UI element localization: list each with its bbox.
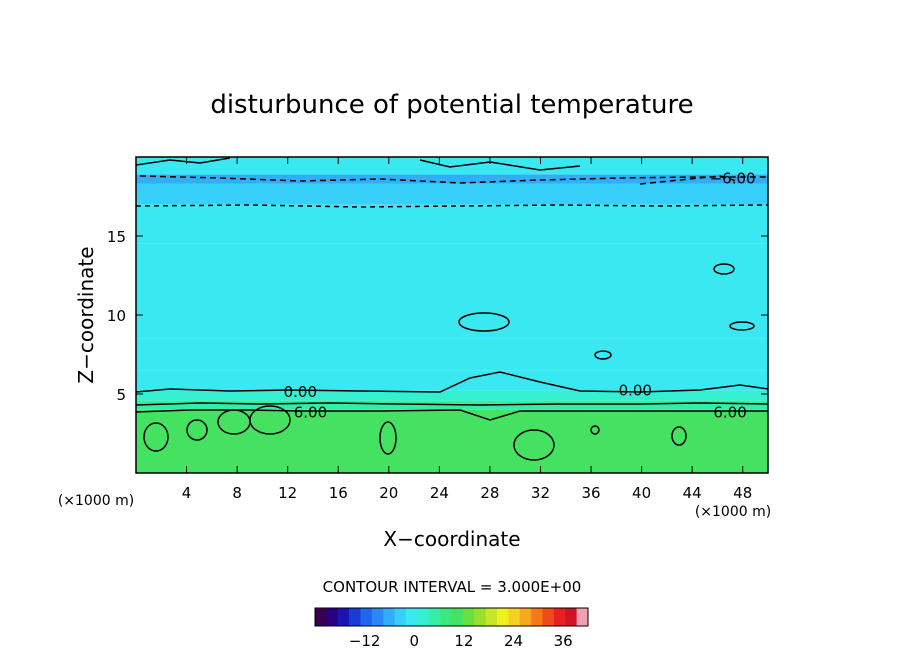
- x-tick-label-3: 16: [329, 484, 348, 502]
- x-tick-label-6: 28: [480, 484, 499, 502]
- y-tick-label-0: 5: [116, 386, 126, 404]
- contour-closed-5: [513, 429, 555, 461]
- contour-line-0: [136, 371, 768, 393]
- contour-label-3: 6.00: [713, 403, 746, 421]
- contour-label-4: −6.00: [710, 170, 756, 188]
- colorbar-tick-label-0: −12: [349, 632, 381, 650]
- contour-label-2: 6.00: [294, 403, 327, 421]
- contour-closed-7: [590, 425, 600, 435]
- x-axis-ticks: 4 8 12 16 20 24 28 32 36 40 44 48: [182, 157, 752, 502]
- contour-line-1: [136, 402, 768, 406]
- field-band-4: [136, 338, 768, 371]
- contour-closed-0: [143, 422, 169, 452]
- contour-line-7: [639, 175, 741, 185]
- colorbar-swatch-16: [497, 608, 509, 626]
- contour-label-0: 0.00: [284, 383, 317, 401]
- colorbar-tick-label-4: 36: [554, 632, 573, 650]
- colorbar-tick-label-2: 12: [454, 632, 473, 650]
- colorbar-swatch-19: [531, 608, 543, 626]
- chart-title: disturbunce of potential temperature: [210, 90, 693, 120]
- colorbar-swatch-12: [451, 608, 464, 626]
- contour-interval-label: CONTOUR INTERVAL = 3.000E+00: [323, 578, 582, 596]
- colorbar-swatch-14: [474, 608, 486, 626]
- contour-closed-8: [458, 312, 510, 332]
- contour-closed-10: [594, 350, 612, 360]
- colorbar-ticks: −12 0 12 24 36: [349, 632, 573, 650]
- x-tick-label-11: 48: [733, 484, 752, 502]
- contour-label-layer: 0.00 0.00 6.00 6.00 −6.00: [284, 170, 756, 422]
- contour-line-3: [139, 175, 768, 184]
- y-tick-label-1: 10: [107, 307, 126, 325]
- x-tick-label-7: 32: [531, 484, 550, 502]
- x-tick-label-10: 44: [683, 484, 702, 502]
- x-tick-label-9: 40: [632, 484, 651, 502]
- colorbar-swatch-9: [417, 608, 430, 626]
- field-band-0: [136, 409, 768, 473]
- x-tick-label-8: 36: [581, 484, 600, 502]
- colorbar-swatch-21: [553, 608, 566, 626]
- contour-closed-4: [379, 421, 397, 455]
- contour-closed-6: [671, 426, 687, 446]
- colorbar: [314, 607, 589, 627]
- colorbar-swatch-20: [542, 608, 555, 626]
- field-band-7: [136, 183, 768, 205]
- colorbar-swatch-22: [565, 608, 577, 626]
- y-tick-label-2: 15: [107, 228, 126, 246]
- colorbar-swatch-15: [485, 608, 498, 626]
- x-tick-label-4: 20: [379, 484, 398, 502]
- colorbar-swatch-1: [326, 608, 339, 626]
- contour-label-1: 0.00: [619, 381, 652, 399]
- colorbar-swatch-3: [349, 608, 361, 626]
- colorbar-swatch-0: [315, 608, 327, 626]
- colorbar-frame: [314, 607, 589, 627]
- colorbar-swatch-4: [360, 608, 373, 626]
- colorbar-tick-label-1: 0: [409, 632, 419, 650]
- contour-closed-3: [249, 405, 291, 435]
- colorbar-swatch-23: [576, 608, 589, 626]
- colorbar-swatch-7: [394, 608, 407, 626]
- colorbar-swatch-5: [371, 608, 384, 626]
- colorbar-swatch-6: [383, 608, 395, 626]
- colorbar-swatch-13: [462, 608, 475, 626]
- y-axis-ticks: 5 10 15: [107, 228, 768, 404]
- field-band-5: [136, 243, 768, 339]
- x-axis-label: X−coordinate: [383, 527, 520, 551]
- x-axis-unit: (×1000 m): [695, 504, 771, 520]
- contour-closed-1: [186, 419, 208, 441]
- contour-closed-9: [713, 263, 735, 275]
- contour-closed-11: [729, 321, 755, 331]
- x-tick-label-0: 4: [182, 484, 192, 502]
- x-tick-label-1: 8: [232, 484, 242, 502]
- colorbar-swatch-2: [337, 608, 350, 626]
- contour-line-5: [136, 157, 231, 166]
- field-band-2: [136, 390, 768, 401]
- colorbar-tick-label-3: 24: [504, 632, 523, 650]
- field-band-3: [136, 370, 768, 391]
- field-band-6: [136, 204, 768, 244]
- colorbar-swatch-17: [508, 608, 521, 626]
- plot-area: [136, 157, 768, 473]
- colorbar-swatch-18: [519, 608, 532, 626]
- field-band-8: [136, 174, 768, 184]
- field-band-9: [136, 157, 768, 175]
- x-tick-label-2: 12: [278, 484, 297, 502]
- contour-layer: [136, 157, 768, 461]
- field-layer: [136, 157, 768, 473]
- y-axis-label: Z−coordinate: [74, 246, 98, 383]
- colorbar-swatch-11: [440, 608, 452, 626]
- x-tick-label-5: 24: [430, 484, 449, 502]
- contour-line-4: [136, 204, 768, 208]
- colorbar-swatch-10: [428, 608, 441, 626]
- y-axis-unit: (×1000 m): [58, 493, 134, 509]
- colorbar-swatch-8: [406, 608, 418, 626]
